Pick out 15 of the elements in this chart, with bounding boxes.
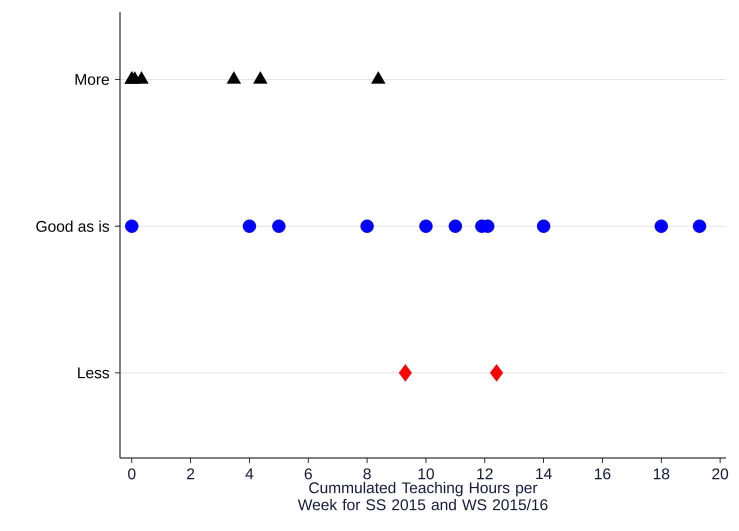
x-tick-label: 0 [128, 468, 136, 480]
y-tick-label: Less [78, 368, 110, 378]
x-tick-label: 2 [187, 468, 194, 480]
x-tick-label: 12 [477, 468, 493, 480]
x-tick-label: 20 [712, 468, 728, 480]
x-tick-label: 6 [304, 468, 312, 480]
y-tick-label: Good as is [36, 220, 110, 232]
x-tick-label: 14 [536, 468, 552, 480]
x-tick-label: 4 [245, 468, 254, 480]
x-tick-label: 8 [363, 468, 371, 480]
x-tick-label: 18 [654, 468, 670, 480]
x-tick-label: 16 [595, 468, 610, 480]
x-axis-title: Cummulated Teaching Hours per Week for SS 2015 and WS 2015/16 [298, 482, 548, 510]
y-tick-label: More [76, 74, 109, 85]
x-tick-label: 10 [418, 468, 434, 480]
